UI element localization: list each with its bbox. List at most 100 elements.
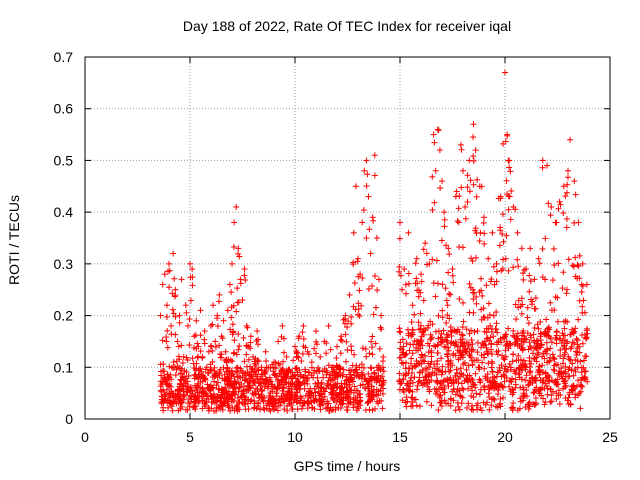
data-point [463, 326, 470, 333]
data-point [567, 136, 574, 143]
data-point [491, 379, 498, 386]
data-point [255, 341, 262, 348]
data-point [446, 251, 453, 258]
data-point [197, 348, 204, 355]
data-point [433, 361, 440, 368]
data-point [273, 386, 280, 393]
data-point [542, 380, 549, 387]
data-point [557, 353, 564, 360]
data-point [228, 367, 235, 374]
data-point [350, 229, 357, 236]
data-point [283, 379, 290, 386]
data-point [300, 343, 307, 350]
data-point [458, 331, 465, 338]
data-point [369, 351, 376, 358]
data-point [530, 389, 537, 396]
data-point [488, 276, 495, 283]
data-point [450, 350, 457, 357]
data-point [197, 378, 204, 385]
data-point [512, 301, 519, 308]
data-point [374, 376, 381, 383]
data-point [199, 384, 206, 391]
data-point [356, 364, 363, 371]
data-point [548, 307, 555, 314]
data-point [397, 272, 404, 279]
data-point [370, 311, 377, 318]
data-point [583, 281, 590, 288]
data-point [435, 312, 442, 319]
data-point [320, 401, 327, 408]
data-point [356, 287, 363, 294]
data-point [377, 365, 384, 372]
data-point [551, 362, 558, 369]
data-point [211, 370, 218, 377]
data-point [307, 385, 314, 392]
data-point [413, 402, 420, 409]
data-point [483, 344, 490, 351]
data-point [452, 372, 459, 379]
data-point [579, 260, 586, 267]
data-point [497, 224, 504, 231]
data-point [423, 398, 430, 405]
data-point [462, 215, 469, 222]
data-point [575, 392, 582, 399]
data-point [441, 397, 448, 404]
data-point [174, 387, 181, 394]
data-point [297, 397, 304, 404]
data-point [195, 399, 202, 406]
data-point [519, 344, 526, 351]
data-point [562, 394, 569, 401]
data-point [488, 396, 495, 403]
data-point [474, 176, 481, 183]
data-point [408, 319, 415, 326]
data-point [212, 344, 219, 351]
data-point [337, 384, 344, 391]
data-point [432, 390, 439, 397]
data-point [473, 300, 480, 307]
data-point [515, 304, 522, 311]
data-point [503, 232, 510, 239]
data-point [409, 403, 416, 410]
data-point [527, 334, 534, 341]
data-point [530, 337, 537, 344]
y-tick-label: 0.5 [54, 152, 74, 168]
data-point [241, 266, 248, 273]
data-point [532, 295, 539, 302]
data-point [308, 359, 315, 366]
data-point [524, 304, 531, 311]
data-point [348, 314, 355, 321]
data-point [439, 336, 446, 343]
data-point [355, 311, 362, 318]
data-point [225, 402, 232, 409]
data-point [534, 369, 541, 376]
data-point [353, 372, 360, 379]
data-point [409, 331, 416, 338]
data-point [519, 332, 526, 339]
y-tick-label: 0.7 [54, 49, 74, 65]
data-point [563, 215, 570, 222]
data-point [547, 299, 554, 306]
data-point [469, 361, 476, 368]
data-point [469, 257, 476, 264]
data-point [449, 272, 456, 279]
data-point [441, 216, 448, 223]
data-point [514, 335, 521, 342]
data-point [252, 385, 259, 392]
data-point [226, 380, 233, 387]
data-point [252, 362, 259, 369]
data-point [227, 357, 234, 364]
data-point [493, 260, 500, 267]
data-point [164, 376, 171, 383]
data-point [295, 378, 302, 385]
x-tick-label: 0 [81, 429, 89, 445]
data-point [290, 357, 297, 364]
data-point [245, 387, 252, 394]
y-tick-label: 0 [65, 411, 73, 427]
data-point [558, 340, 565, 347]
data-point [434, 350, 441, 357]
data-point [580, 364, 587, 371]
data-point [439, 281, 446, 288]
data-point [408, 355, 415, 362]
data-point [272, 365, 279, 372]
data-point [533, 358, 540, 365]
